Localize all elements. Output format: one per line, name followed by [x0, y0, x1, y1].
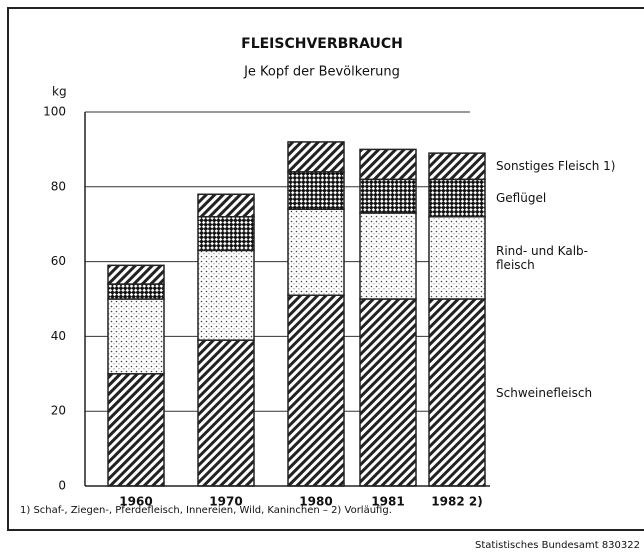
y-tick-label: 20: [51, 404, 66, 418]
legend-label: Geflügel: [496, 191, 547, 206]
bar-segment: [359, 148, 417, 181]
y-tick-label: 80: [51, 179, 66, 193]
x-tick-label: 1981: [371, 495, 404, 509]
bar-segment: [287, 171, 345, 210]
y-tick-label: 60: [51, 254, 66, 268]
bar-segment: [197, 339, 255, 487]
legend-label: Sonstiges Fleisch 1): [496, 159, 616, 174]
x-tick-label: 1970: [209, 495, 242, 509]
bar-segment: [428, 152, 486, 181]
frame: [7, 7, 644, 531]
bar-segment: [197, 193, 255, 218]
bar-segment: [107, 373, 165, 487]
y-axis-label: kg: [52, 85, 67, 99]
bar-segment: [428, 215, 486, 300]
x-tick-label: 1980: [299, 495, 332, 509]
y-tick-label: 40: [51, 329, 66, 343]
bar-segment: [428, 298, 486, 487]
x-tick-label: 1960: [119, 495, 152, 509]
source: Statistisches Bundesamt 830322: [475, 540, 640, 551]
bar-segment: [107, 283, 165, 300]
bar-segment: [428, 178, 486, 218]
footnote: 1) Schaf-, Ziegen-, Pferdefleisch, Inner…: [20, 505, 392, 516]
bar-segment: [197, 249, 255, 341]
bar-segment: [197, 215, 255, 252]
bar-segment: [107, 264, 165, 285]
chart-title: FLEISCHVERBRAUCH: [241, 36, 403, 52]
y-tick-label: 100: [43, 105, 66, 119]
bar-segment: [107, 298, 165, 375]
chart-subtitle: Je Kopf der Bevölkerung: [243, 65, 400, 80]
x-tick-label: 1982 2): [431, 495, 482, 509]
bar-segment: [287, 294, 345, 487]
legend-label: Rind- und Kalb- fleisch: [496, 243, 588, 272]
bar-segment: [359, 212, 417, 300]
bar-segment: [287, 141, 345, 173]
y-tick-label: 0: [58, 479, 66, 493]
bar-segment: [287, 208, 345, 297]
bar-segment: [359, 298, 417, 487]
legend-label: Schweinefleisch: [496, 385, 593, 400]
bar-segment: [359, 178, 417, 214]
